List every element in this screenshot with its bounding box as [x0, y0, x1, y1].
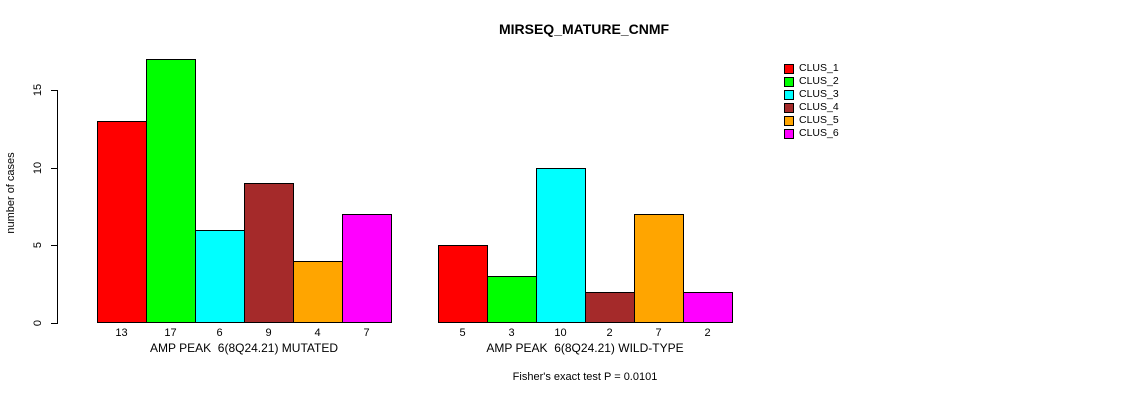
legend-label: CLUS_1	[799, 62, 839, 74]
y-axis-tick	[51, 323, 57, 324]
bar-value-label: 6	[216, 327, 223, 339]
legend-label: CLUS_2	[799, 75, 839, 87]
x-axis-group-label: AMP PEAK 6(8Q24.21) WILD-TYPE	[486, 341, 684, 355]
legend-row-clus_5: CLUS_5	[784, 114, 839, 127]
legend-label: CLUS_3	[799, 88, 839, 100]
legend-row-clus_2: CLUS_2	[784, 75, 839, 88]
bar-clus_5-wild-type	[634, 214, 684, 323]
y-axis-title: number of cases	[5, 152, 17, 234]
y-axis-tick	[51, 168, 57, 169]
y-axis-tick-label: 15	[32, 83, 44, 97]
y-axis-tick	[51, 245, 57, 246]
legend-swatch-clus_4	[784, 102, 794, 113]
y-axis-line	[57, 90, 58, 324]
y-axis-tick-label: 5	[32, 241, 44, 249]
legend-swatch-clus_1	[784, 63, 794, 74]
legend-row-clus_3: CLUS_3	[784, 88, 839, 101]
bar-clus_1-mutated	[97, 121, 147, 323]
x-axis-group-label: AMP PEAK 6(8Q24.21) MUTATED	[149, 341, 339, 355]
y-axis-tick	[51, 90, 57, 91]
y-axis-tick-label: 0	[32, 319, 44, 327]
legend: CLUS_1 CLUS_2 CLUS_3 CLUS_4 CLUS_5 CLUS_6	[784, 62, 839, 140]
bar-value-label: 7	[655, 327, 662, 339]
bar-clus_5-mutated	[293, 261, 343, 323]
y-axis-tick-label: 10	[32, 161, 44, 175]
footer-note: Fisher's exact test P = 0.0101	[512, 371, 658, 383]
bar-value-label: 3	[508, 327, 515, 339]
bar-clus_1-wild-type	[438, 245, 488, 323]
bar-clus_2-wild-type	[487, 276, 537, 323]
chart-title: MIRSEQ_MATURE_CNMF	[498, 21, 670, 37]
bar-clus_6-mutated	[342, 214, 392, 323]
bar-clus_4-mutated	[244, 183, 294, 323]
bar-value-label: 7	[363, 327, 370, 339]
legend-label: CLUS_5	[799, 114, 839, 126]
bar-value-label: 10	[554, 327, 567, 339]
legend-row-clus_4: CLUS_4	[784, 101, 839, 114]
legend-row-clus_1: CLUS_1	[784, 62, 839, 75]
bar-clus_3-wild-type	[536, 168, 586, 323]
legend-swatch-clus_2	[784, 76, 794, 87]
legend-swatch-clus_5	[784, 115, 794, 126]
bar-clus_4-wild-type	[585, 292, 635, 323]
legend-row-clus_6: CLUS_6	[784, 127, 839, 140]
legend-swatch-clus_6	[784, 128, 794, 139]
bar-clus_2-mutated	[146, 59, 196, 323]
legend-swatch-clus_3	[784, 89, 794, 100]
bar-value-label: 13	[115, 327, 128, 339]
bar-clus_3-mutated	[195, 230, 245, 323]
bar-value-label: 9	[265, 327, 272, 339]
bar-value-label: 2	[606, 327, 613, 339]
bar-value-label: 17	[164, 327, 177, 339]
bar-clus_6-wild-type	[683, 292, 733, 323]
legend-label: CLUS_6	[799, 127, 839, 139]
bar-value-label: 5	[459, 327, 466, 339]
bar-value-label: 2	[704, 327, 711, 339]
bar-value-label: 4	[314, 327, 321, 339]
legend-label: CLUS_4	[799, 101, 839, 113]
